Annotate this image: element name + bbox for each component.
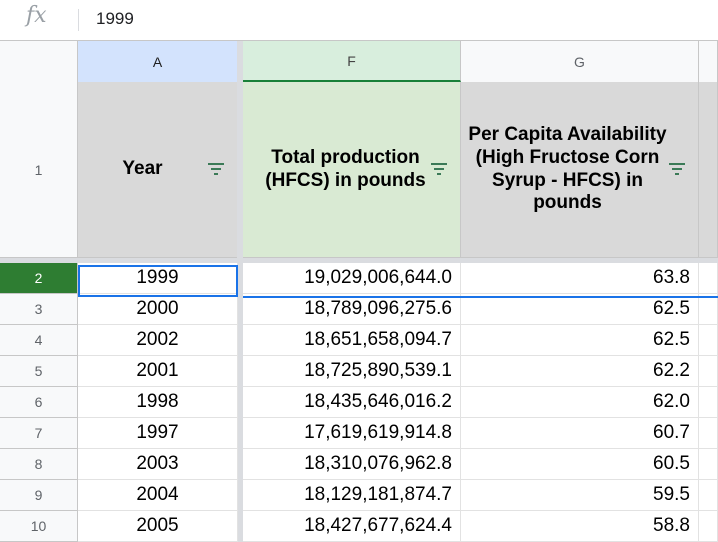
per-capita-cell[interactable]: 62.2 xyxy=(461,356,699,387)
per-capita-cell[interactable]: 60.5 xyxy=(461,449,699,480)
year-cell[interactable]: 1998 xyxy=(78,387,238,418)
total-production-cell[interactable]: 18,129,181,874.7 xyxy=(243,480,461,511)
column-header-g[interactable]: G xyxy=(461,41,699,82)
row-header[interactable]: 5 xyxy=(0,356,78,387)
row-header-1[interactable]: 1 xyxy=(0,82,78,258)
row-header[interactable]: 6 xyxy=(0,387,78,418)
per-capita-cell[interactable]: 60.7 xyxy=(461,418,699,449)
total-production-cell[interactable]: 18,725,890,539.1 xyxy=(243,356,461,387)
year-cell[interactable]: 2005 xyxy=(78,511,238,542)
empty-cell[interactable] xyxy=(699,294,718,325)
frozen-column-divider[interactable] xyxy=(237,41,243,542)
per-capita-cell[interactable]: 63.8 xyxy=(461,263,699,294)
row-header[interactable]: 10 xyxy=(0,511,78,542)
per-capita-cell[interactable]: 58.8 xyxy=(461,511,699,542)
row-header[interactable]: 4 xyxy=(0,325,78,356)
year-cell[interactable]: 1997 xyxy=(78,418,238,449)
year-cell[interactable]: 1999 xyxy=(78,263,238,294)
total-production-cell[interactable]: 17,619,619,914.8 xyxy=(243,418,461,449)
per-capita-cell[interactable]: 62.5 xyxy=(461,325,699,356)
frozen-row-divider[interactable] xyxy=(0,258,718,263)
row-header[interactable]: 7 xyxy=(0,418,78,449)
column-header-f[interactable]: F xyxy=(243,41,461,82)
empty-cell[interactable] xyxy=(699,356,718,387)
empty-cell[interactable] xyxy=(699,263,718,294)
select-all-corner[interactable] xyxy=(0,41,78,82)
header-total-label: Total production (HFCS) in pounds xyxy=(265,146,426,191)
formula-bar: fx 1999 xyxy=(0,0,718,41)
per-capita-cell[interactable]: 62.5 xyxy=(461,294,699,325)
empty-cell[interactable] xyxy=(699,325,718,356)
header-cell-total-production[interactable]: Total production (HFCS) in pounds xyxy=(243,82,461,258)
formula-input[interactable]: 1999 xyxy=(96,9,134,28)
formula-separator xyxy=(78,9,79,31)
header-year-label: Year xyxy=(122,158,163,180)
fx-icon: fx xyxy=(26,3,47,28)
column-header-a[interactable]: A xyxy=(78,41,238,82)
empty-cell[interactable] xyxy=(699,418,718,449)
filter-icon[interactable] xyxy=(430,162,448,177)
filter-icon[interactable] xyxy=(207,162,225,177)
empty-cell[interactable] xyxy=(699,387,718,418)
year-cell[interactable]: 2001 xyxy=(78,356,238,387)
column-header-next[interactable] xyxy=(699,41,718,82)
row-selection-line xyxy=(243,296,718,298)
total-production-cell[interactable]: 18,435,646,016.2 xyxy=(243,387,461,418)
year-cell[interactable]: 2004 xyxy=(78,480,238,511)
row-header[interactable]: 9 xyxy=(0,480,78,511)
header-cell-year[interactable]: Year xyxy=(78,82,238,258)
row-header[interactable]: 2 xyxy=(0,263,78,294)
row-header[interactable]: 8 xyxy=(0,449,78,480)
header-cell-next[interactable] xyxy=(699,82,718,258)
year-cell[interactable]: 2002 xyxy=(78,325,238,356)
filter-icon[interactable] xyxy=(668,162,686,177)
year-cell[interactable]: 2000 xyxy=(78,294,238,325)
total-production-cell[interactable]: 18,789,096,275.6 xyxy=(243,294,461,325)
total-production-cell[interactable]: 18,651,658,094.7 xyxy=(243,325,461,356)
empty-cell[interactable] xyxy=(699,511,718,542)
header-cell-per-capita[interactable]: Per Capita Availability (High Fructose C… xyxy=(461,82,699,258)
total-production-cell[interactable]: 19,029,006,644.0 xyxy=(243,263,461,294)
year-cell[interactable]: 2003 xyxy=(78,449,238,480)
empty-cell[interactable] xyxy=(699,449,718,480)
total-production-cell[interactable]: 18,427,677,624.4 xyxy=(243,511,461,542)
per-capita-cell[interactable]: 62.0 xyxy=(461,387,699,418)
per-capita-cell[interactable]: 59.5 xyxy=(461,480,699,511)
header-per-capita-label: Per Capita Availability (High Fructose C… xyxy=(468,123,667,214)
empty-cell[interactable] xyxy=(699,480,718,511)
total-production-cell[interactable]: 18,310,076,962.8 xyxy=(243,449,461,480)
row-header[interactable]: 3 xyxy=(0,294,78,325)
